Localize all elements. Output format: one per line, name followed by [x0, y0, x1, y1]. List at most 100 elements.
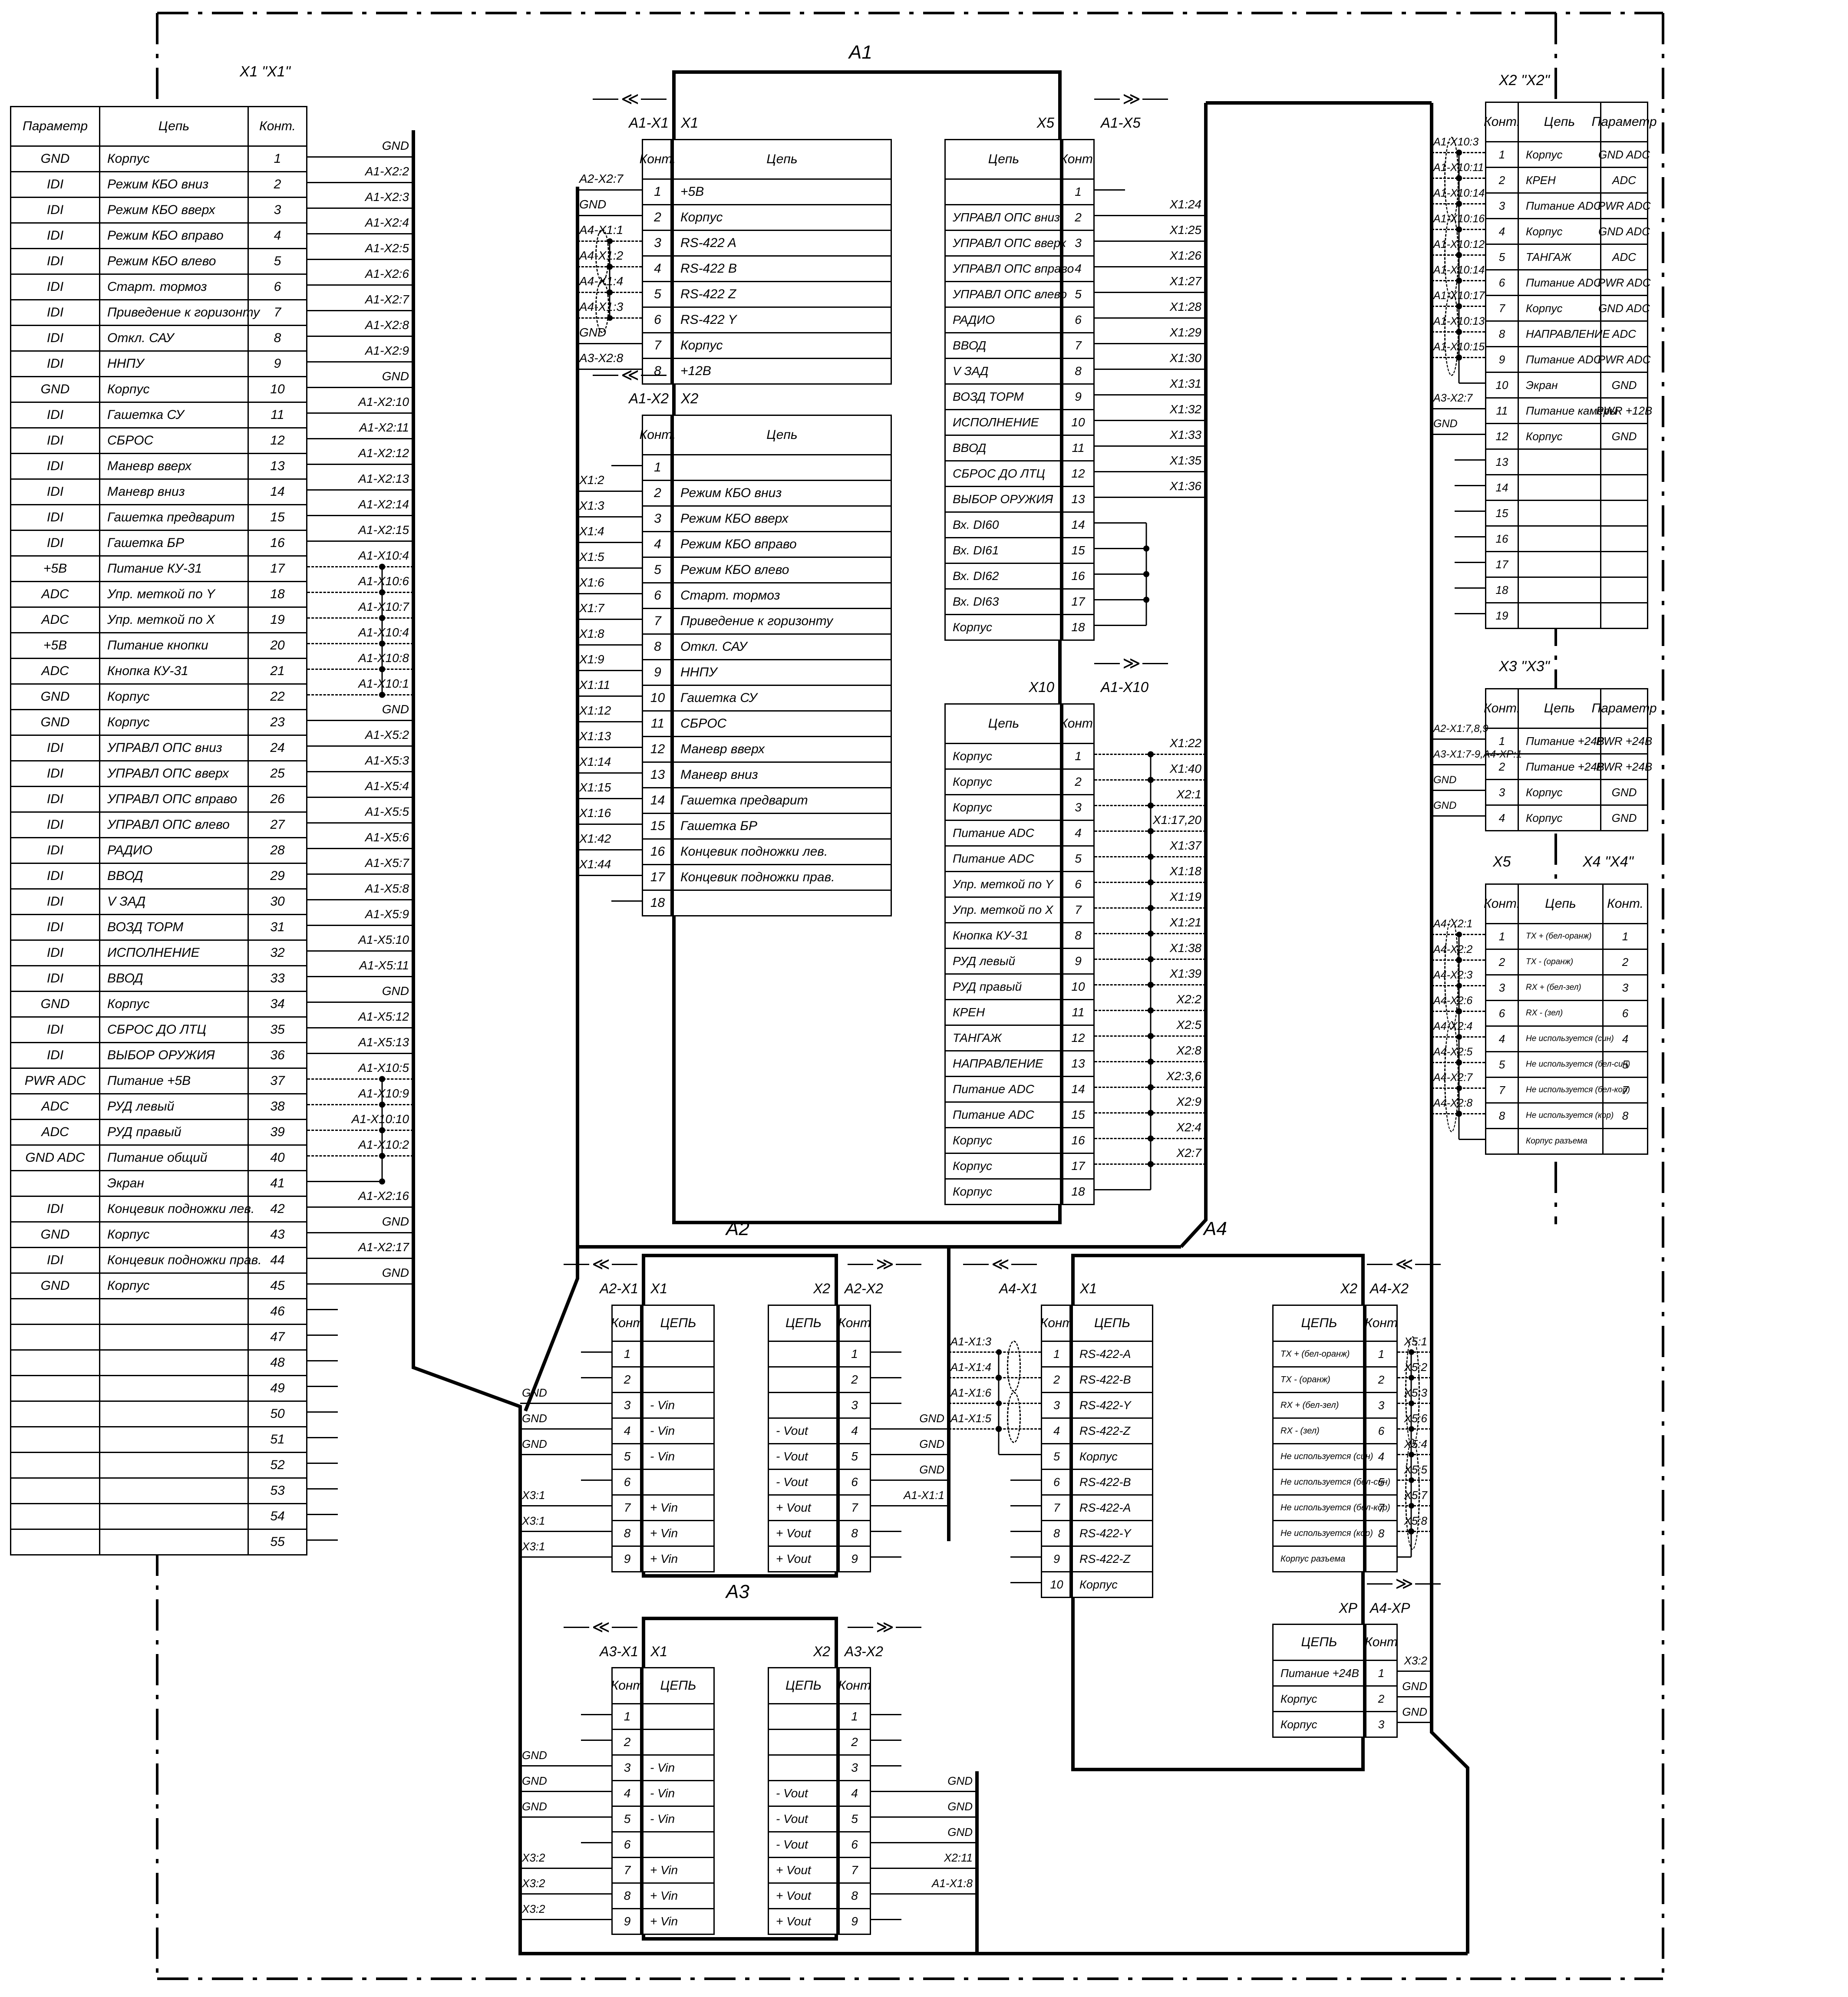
wire [307, 1206, 413, 1208]
table-row: 2 [769, 1729, 870, 1754]
table-row: IDI ННПУ 9 [11, 350, 306, 376]
table-row: 53 [11, 1477, 306, 1503]
table-row: GND Корпус 1 [11, 145, 306, 171]
connector-label: XP [1339, 1600, 1357, 1616]
cell-param: IDI [11, 811, 100, 837]
table-row: TX - (оранж) 2 [1274, 1366, 1396, 1392]
wire [1095, 599, 1146, 600]
wire [307, 361, 413, 362]
cell-param: IDI [11, 863, 100, 888]
cell-circuit [1519, 474, 1601, 500]
wire-label: GND [1433, 774, 1457, 786]
cell-pin: 14 [249, 478, 306, 504]
cell-circuit [643, 1703, 713, 1729]
cell-circuit: - Vin [643, 1443, 713, 1469]
table-row: 2 [769, 1366, 870, 1392]
header-cell: Цепь [1519, 689, 1601, 728]
cell-pin: 11 [643, 710, 673, 736]
wire [1455, 511, 1485, 512]
wire [1095, 1189, 1151, 1190]
cell-pin: 5 [613, 1806, 643, 1831]
cell-circuit: Не используется (бел-кор) [1519, 1077, 1630, 1102]
cell-pin: 31 [249, 914, 306, 939]
table-row: УПРАВЛ ОПС вниз 2 [946, 204, 1093, 230]
shield-dot [996, 1426, 1002, 1432]
cell-circuit [100, 1298, 249, 1324]
cell-pin: 4 [643, 255, 673, 281]
cell-circuit [100, 1452, 249, 1477]
table-row: 9 Питание ADC PWR ADC [1486, 346, 1650, 372]
table-row: 2 Питание +24В PWR +24В [1486, 753, 1652, 779]
table-row: 2 TX - (оранж) 2 [1486, 949, 1647, 974]
table-row: IDI УПРАВЛ ОПС влево 27 [11, 811, 306, 837]
cell-circuit: + Vout [769, 1857, 839, 1882]
cell-circuit: TX - (оранж) [1274, 1366, 1366, 1392]
shield-dot [379, 1153, 385, 1159]
block-edge [1069, 1305, 1073, 1598]
cell-circuit: Приведение к горизонту [100, 299, 260, 325]
cell-circuit: Корпус [100, 1221, 249, 1247]
block-edge [1363, 1305, 1366, 1572]
cell-pin: 9 [1063, 948, 1093, 973]
table-row: 15 [1486, 500, 1647, 525]
cell-circuit: Корпус [673, 332, 891, 358]
wire [307, 1386, 338, 1387]
arrow-glyph: ≫ [1122, 89, 1141, 109]
table-row: 3 [769, 1392, 870, 1417]
wire [307, 1360, 338, 1361]
table-row: 3 Корпус GND [1486, 779, 1647, 804]
table-row: 4- Vin [613, 1780, 713, 1806]
cell-circuit: Питание ADC [946, 845, 1063, 871]
cell-circuit [100, 1375, 249, 1401]
wire-label: X1:3 [579, 498, 604, 512]
cell-circuit: Корпус [1519, 295, 1601, 320]
connector-label: X1 [650, 1644, 668, 1659]
wire-label: X3:1 [522, 1539, 545, 1553]
connector-table-x2r: Конт. Цепь Параметр 1 Корпус GND ADC 2 КРЕН ADC 3… [1484, 102, 1657, 629]
cell-param: IDI [11, 837, 100, 863]
cell-circuit: ВВОД [100, 863, 249, 888]
wire-label: A1-X1:5 [950, 1411, 991, 1425]
header-cell: Цепь [100, 107, 249, 145]
cell-param [11, 1349, 100, 1375]
wire [949, 1428, 1041, 1430]
shield-dot [1148, 1161, 1154, 1167]
cell-param [1601, 525, 1647, 551]
wire-label: GND [522, 1748, 547, 1762]
cell-pin: 2 [249, 171, 306, 197]
cell-circuit: Кнопка КУ-31 [100, 658, 249, 683]
cell-param: GND ADC [1598, 218, 1650, 244]
cell-pin: 9 [643, 659, 673, 685]
wire-label: X2:4 [1176, 1120, 1201, 1134]
wire-label: A1-X2:3 [365, 190, 409, 204]
connector-label: A1-X10 [1101, 679, 1149, 695]
shield-dot [996, 1375, 1002, 1381]
wire [520, 1505, 611, 1506]
cell-circuit: Корпус [1072, 1443, 1152, 1469]
cell-circuit: + Vout [769, 1494, 839, 1520]
flow-arrow-left-icon: ≪ [1367, 1256, 1441, 1273]
table-row: Корпус 2 [1274, 1685, 1396, 1711]
cell-circuit: RS-422-Z [1072, 1417, 1152, 1443]
cell-pin: 3 [1063, 230, 1093, 255]
cell-param: ADC [1601, 320, 1647, 346]
cell-pin: 54 [249, 1503, 306, 1529]
wire-label: A1-X2:16 [358, 1189, 409, 1203]
cell-param: IDI [11, 530, 100, 555]
shield-dot [379, 692, 385, 698]
wire [307, 438, 413, 439]
cell-pin: 33 [249, 965, 306, 991]
wire-label: X1:22 [1169, 736, 1201, 750]
table-row: 8 НАПРАВЛЕНИЕ ADC [1486, 320, 1647, 346]
wire-label: X1:19 [1169, 890, 1201, 903]
table-row: IDI ВВОД 33 [11, 965, 306, 991]
wire [307, 873, 413, 875]
cell-pin: 34 [249, 991, 306, 1016]
cell-pin: 4 [1486, 804, 1519, 830]
table-row: Корпус 3 [946, 794, 1093, 820]
wire-label: X1:5 [579, 550, 604, 564]
cell-pin: 3 [613, 1392, 643, 1417]
arrow-line [848, 1626, 874, 1628]
table-row: + Vout 8 [769, 1882, 870, 1908]
cell-pin: 4 [839, 1780, 870, 1806]
